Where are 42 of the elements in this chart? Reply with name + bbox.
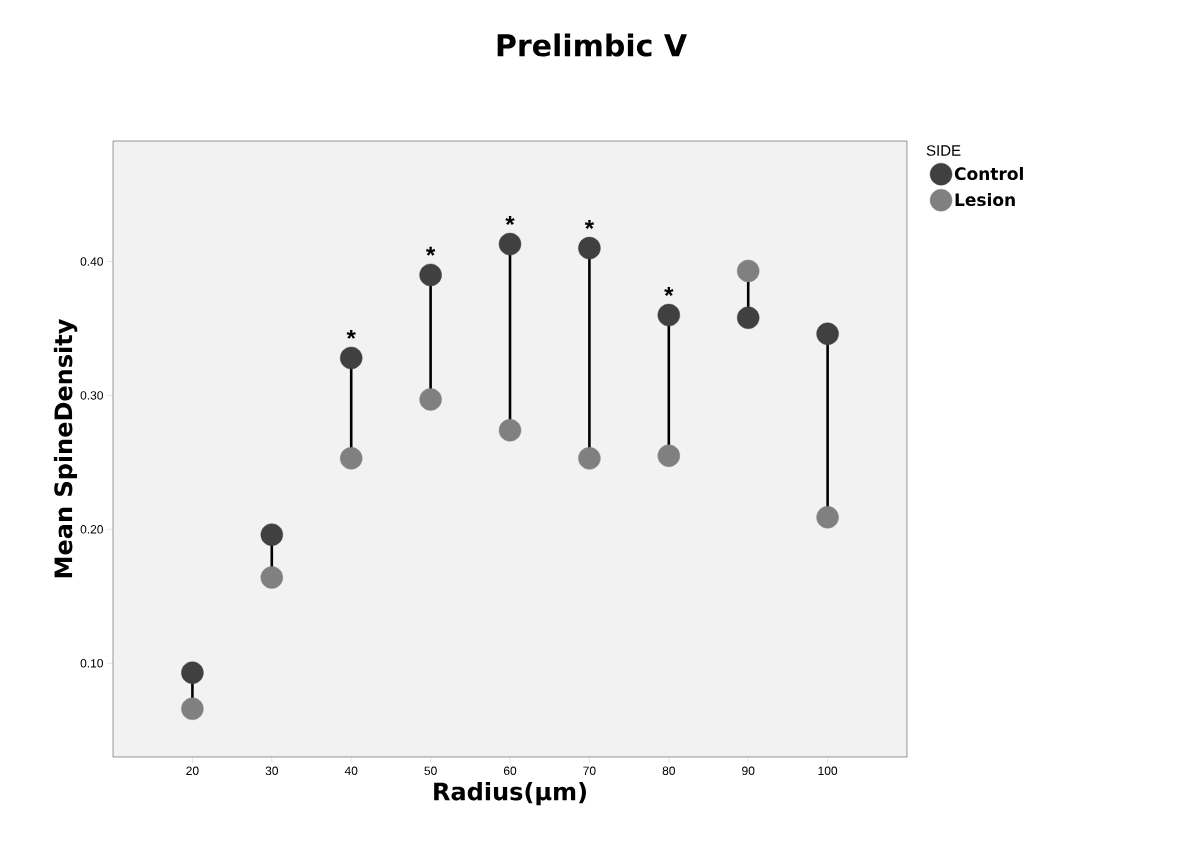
y-tick-label: 0.30: [80, 391, 103, 400]
legend-label: Control: [954, 166, 1023, 181]
point: [578, 236, 601, 260]
annotation: *: [505, 216, 515, 225]
point: [657, 303, 681, 327]
x-axis-title: Radius(µm): [434, 781, 586, 806]
point: [260, 566, 283, 589]
x-tick-label: 50: [424, 766, 437, 776]
x-tick-label: 80: [662, 766, 676, 776]
annotation: *: [426, 246, 436, 256]
x-tick-label: 70: [583, 766, 596, 776]
x-tick-label: 30: [265, 766, 279, 776]
annotation: *: [584, 220, 595, 230]
point: [340, 447, 363, 470]
x-tick-label: 90: [742, 766, 755, 776]
y-axis-title: Mean SpineDensity: [53, 319, 78, 578]
legend-label: Lesion: [955, 192, 1015, 207]
annotation: *: [346, 329, 356, 339]
legend-title: SIDE: [926, 145, 961, 156]
point: [498, 232, 522, 256]
point: [181, 697, 204, 720]
y-tick-label: 0.10: [80, 659, 103, 668]
x-tick-label: 20: [186, 766, 199, 776]
point: [578, 447, 601, 470]
point: [657, 444, 681, 467]
point: [419, 388, 442, 411]
annotation: *: [664, 287, 674, 296]
y-tick-label: 0.40: [80, 257, 103, 266]
x-tick-label: 100: [818, 766, 838, 776]
x-tick-label: 40: [344, 766, 358, 776]
chart-title: Prelimbic V: [497, 33, 687, 57]
point: [340, 346, 363, 370]
point: [260, 523, 283, 546]
y-tick-label: 0.20: [80, 525, 103, 534]
point: [181, 661, 204, 684]
point: [816, 322, 839, 346]
point: [816, 506, 839, 529]
point: [419, 263, 442, 287]
point: [737, 259, 760, 283]
point: [498, 419, 522, 442]
point: [737, 306, 760, 329]
x-tick-label: 60: [503, 766, 517, 776]
